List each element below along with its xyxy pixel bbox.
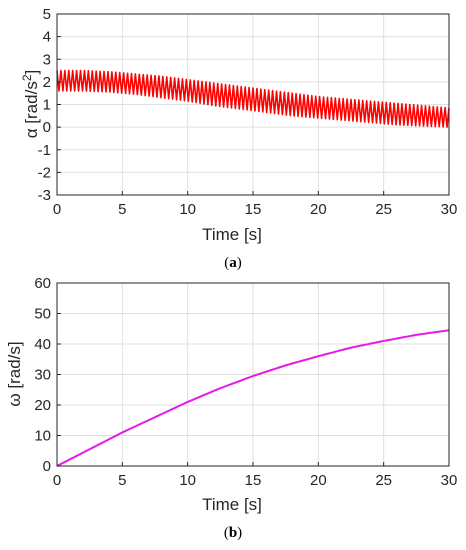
b-ytick-label-2: 20: [34, 397, 51, 414]
omega-series-line: [56, 329, 450, 467]
b-xtick-label-5: 25: [375, 472, 392, 489]
b-xtick-label-3: 15: [245, 472, 262, 489]
caption-a: (a): [224, 255, 242, 271]
a-ytick-label-2: -1: [38, 142, 51, 159]
alpha-ticks: 0 5 10 15 20 25 30 -3 -2 -1 0 1 2 3 4 5: [38, 6, 458, 218]
omega-ticks: 0 5 10 15 20 25 30 0 10 20 30 40 50 60: [34, 275, 457, 489]
b-ytick-label-6: 60: [34, 275, 51, 292]
omega-chart: 0 5 10 15 20 25 30 0 10 20 30 40 50 60 Time [s] ω [ra…: [5, 275, 457, 541]
b-ytick-label-3: 30: [34, 367, 51, 384]
a-xtick-label-0: 0: [53, 201, 61, 218]
b-ytick-label-1: 10: [34, 428, 51, 445]
alpha-ylabel: α [rad/s2]: [20, 70, 41, 139]
omega-xlabel: Time [s]: [202, 495, 262, 514]
alpha-series-line: [56, 69, 450, 128]
a-ytick-label-5: 2: [43, 74, 51, 91]
b-ytick-label-0: 0: [43, 458, 51, 475]
alpha-ylabel-sup: 2: [20, 74, 34, 81]
a-xtick-label-5: 25: [375, 201, 392, 218]
omega-ylabel: ω [rad/s]: [5, 341, 24, 406]
b-xtick-label-0: 0: [53, 472, 61, 489]
a-xtick-label-3: 15: [245, 201, 262, 218]
a-ytick-label-7: 4: [43, 29, 51, 46]
b-ytick-label-4: 40: [34, 336, 51, 353]
a-ytick-label-1: -2: [38, 164, 51, 181]
a-xtick-label-4: 20: [310, 201, 327, 218]
alpha-ylabel-end: ]: [22, 70, 41, 75]
a-xtick-label-2: 10: [179, 201, 196, 218]
alpha-ylabel-main: α [rad/s: [22, 81, 41, 138]
a-ytick-label-4: 1: [43, 97, 51, 114]
a-ytick-label-0: -3: [38, 187, 51, 204]
a-ytick-label-8: 5: [43, 6, 51, 23]
a-ytick-label-6: 3: [43, 51, 51, 68]
alpha-chart: 0 5 10 15 20 25 30 -3 -2 -1 0 1 2 3 4 5 Time [s] α [rad…: [20, 6, 457, 271]
alpha-data: [56, 69, 450, 128]
b-xtick-label-6: 30: [441, 472, 458, 489]
a-ytick-label-3: 0: [43, 119, 51, 136]
a-xtick-label-6: 30: [441, 201, 458, 218]
b-xtick-label-4: 20: [310, 472, 327, 489]
b-xtick-label-2: 10: [179, 472, 196, 489]
omega-data: [56, 329, 450, 467]
caption-b: (b): [224, 525, 242, 541]
a-xtick-label-1: 5: [118, 201, 126, 218]
alpha-xlabel: Time [s]: [202, 225, 262, 244]
b-ytick-label-5: 50: [34, 306, 51, 323]
b-xtick-label-1: 5: [118, 472, 126, 489]
